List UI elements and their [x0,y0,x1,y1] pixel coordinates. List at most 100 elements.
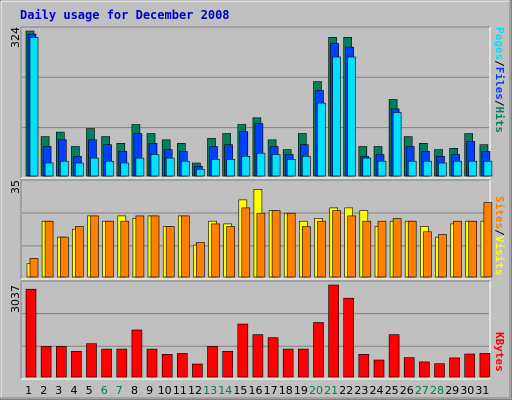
x-tick-day-1: 1 [25,384,32,397]
bar-pages-day-2 [44,162,54,177]
bar-kbytes-day-3 [55,346,67,378]
bar-sites-day-19 [301,226,311,278]
bar-kbytes-day-21 [328,284,339,378]
bar-sites-day-24 [377,220,387,278]
x-tick-day-6: 6 [101,384,108,397]
bar-kbytes-day-22 [343,297,355,378]
bar-pages-day-3 [59,160,69,177]
bar-sites-day-11 [181,215,190,278]
bar-kbytes-day-18 [282,348,294,378]
x-tick-day-27: 27 [415,384,429,397]
bar-kbytes-day-30 [464,353,476,378]
bar-pages-day-10 [165,157,175,177]
bar-sites-day-7 [120,220,130,278]
bar-sites-day-6 [105,220,114,278]
bar-sites-day-5 [90,215,99,278]
bar-pages-day-9 [150,154,160,177]
bar-sites-day-9 [150,215,160,278]
bar-kbytes-day-24 [373,359,385,378]
bar-pages-day-14 [226,159,235,177]
legend-bot: KBytes [493,332,506,372]
legend-mid: Sites/Visits [493,196,506,276]
x-tick-day-7: 7 [116,384,123,397]
bar-kbytes-day-19 [297,348,309,378]
bar-kbytes-day-17 [267,337,279,378]
bar-pages-day-15 [241,156,251,177]
x-tick-labels: 1 2 3 4 5 6 7 8 9 10 11 12 13 14 15 16 17 18 19 20 21 22 23 24 2… [25,384,489,397]
bar-kbytes-day-11 [177,353,188,378]
bar-sites-day-12 [196,242,205,278]
x-tick-day-26: 26 [400,384,414,397]
bar-sites-day-16 [256,212,266,278]
bar-sites-day-8 [135,215,145,278]
x-tick-day-11: 11 [173,384,187,397]
ymax-mid-label: 35 [9,180,22,194]
x-tick-day-12: 12 [188,384,202,397]
legend-sites: Sites [493,196,506,229]
bar-kbytes-day-13 [207,346,218,378]
bar-pages-day-29 [453,160,462,177]
x-tick-day-25: 25 [385,384,399,397]
legend-visits: Visits [493,236,506,276]
bar-sites-day-2 [44,220,54,278]
bar-sites-day-25 [392,218,402,278]
x-tick-day-8: 8 [131,384,138,397]
bar-pages-day-5 [90,157,99,177]
x-tick-day-4: 4 [71,384,78,397]
chart-title: Daily usage for December 2008 [20,8,230,22]
bar-sites-day-22 [347,215,357,278]
bar-pages-day-8 [135,157,145,177]
bar-kbytes-day-23 [358,353,370,378]
x-tick-day-21: 21 [324,384,338,397]
legend-files: Files [493,67,506,100]
legend-hits: Hits [493,107,506,134]
bar-kbytes-day-31 [479,353,491,378]
bar-pages-day-22 [347,56,357,177]
x-tick-day-5: 5 [86,384,93,397]
bar-sites-day-26 [407,220,417,278]
x-tick-day-22: 22 [339,384,353,397]
bar-sites-day-10 [165,226,175,278]
bar-pages-day-21 [332,56,341,177]
legend-top: Pages/Files/Hits [493,27,506,133]
bar-kbytes-day-12 [192,363,203,378]
bar-pages-day-28 [438,162,447,177]
bar-kbytes-day-5 [86,343,97,378]
x-tick-day-10: 10 [158,384,172,397]
bar-sites-day-28 [438,234,447,278]
bar-kbytes-day-4 [71,350,82,378]
bar-pages-day-17 [271,154,281,177]
bar-kbytes-day-6 [101,348,112,378]
x-tick-day-19: 19 [294,384,308,397]
bars [25,30,493,378]
bar-pages-day-4 [75,162,84,177]
legend-sep-1: / [493,60,506,67]
legend-pages: Pages [493,27,506,60]
x-tick-day-23: 23 [354,384,368,397]
bar-pages-day-18 [286,159,296,177]
bar-sites-day-31 [483,202,493,278]
x-tick-day-14: 14 [218,384,232,397]
bar-sites-day-21 [332,210,341,278]
legend-kbytes: KBytes [493,332,506,372]
bar-sites-day-30 [468,220,478,278]
x-tick-day-28: 28 [430,384,444,397]
bar-kbytes-day-25 [388,334,400,378]
bar-pages-day-27 [423,160,432,177]
bar-pages-day-23 [362,157,372,177]
bar-pages-day-30 [468,160,478,177]
bar-pages-day-20 [317,102,326,177]
bar-pages-day-19 [301,156,311,177]
bar-sites-day-3 [59,236,69,278]
bar-sites-day-27 [423,231,432,278]
bar-pages-day-12 [196,169,205,177]
bar-pages-day-1 [29,36,39,177]
bar-sites-day-15 [241,207,251,278]
bar-kbytes-day-1 [25,288,37,378]
x-tick-day-17: 17 [264,384,278,397]
bar-kbytes-day-15 [237,323,249,378]
bar-pages-day-26 [407,160,417,177]
ymax-top-label: 324 [9,27,22,48]
bar-pages-day-6 [105,160,114,177]
